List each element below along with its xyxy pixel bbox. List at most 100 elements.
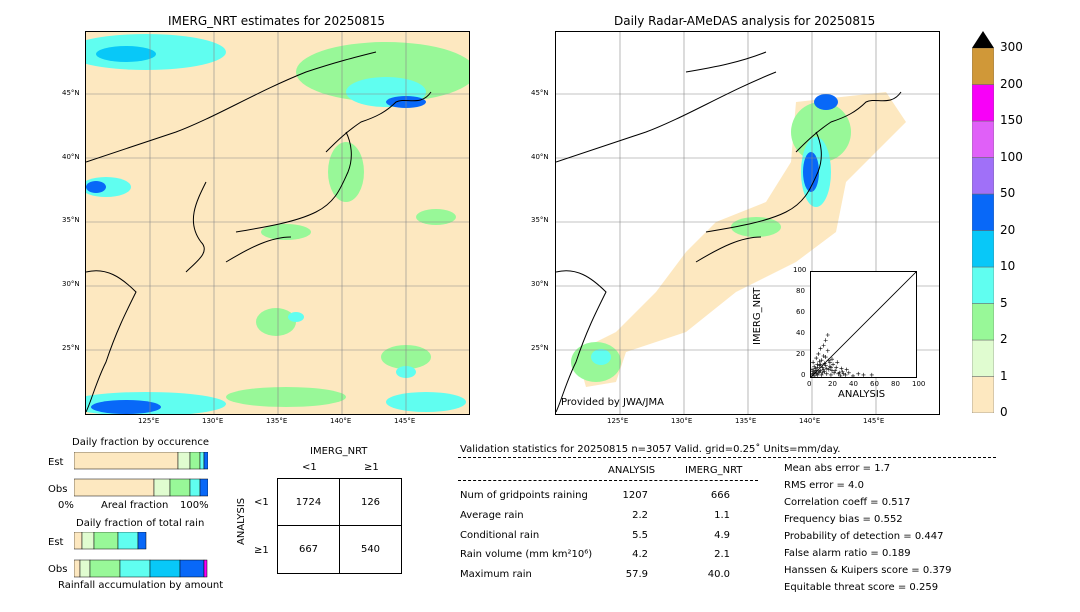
score-line: Equitable threat score = 0.259 [784, 582, 939, 593]
contingency-cell: 667 [277, 525, 340, 574]
scatter-point [843, 372, 848, 377]
colorbar-segment [971, 84, 995, 122]
colorbar-tick-label: 2 [1000, 332, 1008, 346]
scatter-point [828, 365, 833, 370]
colorbar-segment [971, 266, 995, 304]
left-lon-label: 130°E [202, 417, 224, 425]
scatter-ytick: 20 [796, 350, 805, 358]
left-lon-label: 125°E [138, 417, 160, 425]
scatter-point [814, 368, 819, 373]
occurrence-chart [73, 451, 209, 497]
score-line: Correlation coeff = 0.517 [784, 497, 911, 508]
left-map-panel [85, 31, 470, 415]
total-rain-title: Daily fraction of total rain [76, 518, 205, 529]
left-map-svg [86, 32, 469, 414]
right-map-title: Daily Radar-AMeDAS analysis for 20250815 [614, 14, 876, 28]
right-lat-label: 45°N [531, 89, 549, 97]
right-lon-label: 125°E [607, 417, 629, 425]
scatter-point [832, 370, 837, 375]
score-line: Frequency bias = 0.552 [784, 514, 903, 525]
scatter-xtick: 80 [891, 380, 900, 388]
scatter-point [822, 369, 827, 374]
scatter-point [822, 361, 827, 366]
contingency-col-title: IMERG_NRT [310, 446, 368, 457]
scatter-point [815, 372, 820, 377]
occurrence-title: Daily fraction by occurence [72, 437, 210, 448]
score-line: Probability of detection = 0.447 [784, 531, 944, 542]
validation-row-analysis: 1207 [622, 490, 648, 501]
map-credit: Provided by JWA/JMA [561, 397, 664, 408]
colorbar-segment [971, 193, 995, 231]
colorbar-tick-label: 300 [1000, 40, 1023, 54]
right-lon-label: 145°E [863, 417, 885, 425]
one-to-one-line [810, 271, 917, 378]
scatter-svg [810, 271, 917, 378]
scatter-point [823, 363, 828, 368]
contingency-col-label: <1 [302, 462, 317, 473]
left-lon-label: 145°E [394, 417, 416, 425]
scatter-xtick: 40 [849, 380, 858, 388]
right-lon-label: 140°E [799, 417, 821, 425]
scatter-point [824, 366, 829, 371]
validation-row-label: Maximum rain [460, 569, 532, 580]
contingency-row-title: ANALYSIS [236, 497, 247, 545]
colorbar-segment [971, 47, 995, 85]
colorbar-segment [971, 339, 995, 377]
total-rain-chart [73, 531, 208, 578]
scatter-point [846, 370, 851, 375]
scatter-xlabel: ANALYSIS [838, 389, 886, 400]
validation-row-analysis: 2.2 [632, 510, 648, 521]
right-lat-label: 30°N [531, 280, 549, 288]
scatter-point [839, 366, 844, 371]
left-map-title: IMERG_NRT estimates for 20250815 [168, 14, 385, 28]
scatter-point [827, 360, 832, 365]
right-lat-label: 25°N [531, 344, 549, 352]
scatter-xtick: 60 [870, 380, 879, 388]
scatter-point [818, 346, 823, 351]
scatter-point [812, 370, 817, 375]
colorbar-extend-arrow [972, 31, 994, 48]
right-lon-label: 135°E [735, 417, 757, 425]
occurrence-x-end: 100% [180, 500, 209, 511]
scatter-xtick: 0 [807, 380, 812, 388]
total-rain-xlabel: Rainfall accumulation by amount [58, 580, 224, 591]
scatter-point [861, 372, 866, 377]
validation-row-imerg: 666 [710, 490, 730, 501]
validation-row-imerg: 40.0 [707, 569, 730, 580]
scatter-point [821, 367, 826, 372]
occurrence-row-est: Est [48, 457, 64, 468]
scatter-point [823, 355, 828, 360]
scatter-point [823, 338, 828, 343]
scatter-point [814, 356, 819, 361]
scatter-point [824, 371, 829, 376]
scatter-point [836, 371, 841, 376]
scatter-point [826, 367, 831, 372]
colorbar [971, 47, 995, 414]
contingency-cell: 126 [339, 478, 402, 526]
validation-row-imerg: 2.1 [714, 549, 730, 560]
colorbar-segment [971, 376, 995, 414]
validation-divider [458, 457, 996, 458]
left-lat-label: 45°N [62, 89, 80, 97]
scatter-point [817, 369, 822, 374]
scatter-point [821, 343, 826, 348]
total-rain-row-obs: Obs [48, 564, 68, 575]
contingency-cell: 1724 [277, 478, 340, 526]
scatter-point [815, 365, 820, 370]
scatter-point [825, 348, 830, 353]
scatter-point [820, 365, 825, 370]
colorbar-tick-label: 50 [1000, 186, 1016, 200]
colorbar-tick-label: 20 [1000, 222, 1016, 237]
colorbar-segment [971, 157, 995, 195]
scatter-point [826, 358, 831, 363]
scatter-point [841, 371, 846, 376]
scatter-ytick: 80 [796, 287, 805, 295]
scatter-point [838, 373, 843, 378]
score-line: Mean abs error = 1.7 [784, 463, 891, 474]
left-lat-label: 25°N [62, 344, 80, 352]
scatter-point [828, 372, 833, 377]
left-lat-label: 35°N [62, 216, 80, 224]
scatter-ylabel: IMERG_NRT [752, 287, 763, 345]
scatter-xtick: 20 [828, 380, 837, 388]
scatter-ytick: 40 [796, 329, 805, 337]
